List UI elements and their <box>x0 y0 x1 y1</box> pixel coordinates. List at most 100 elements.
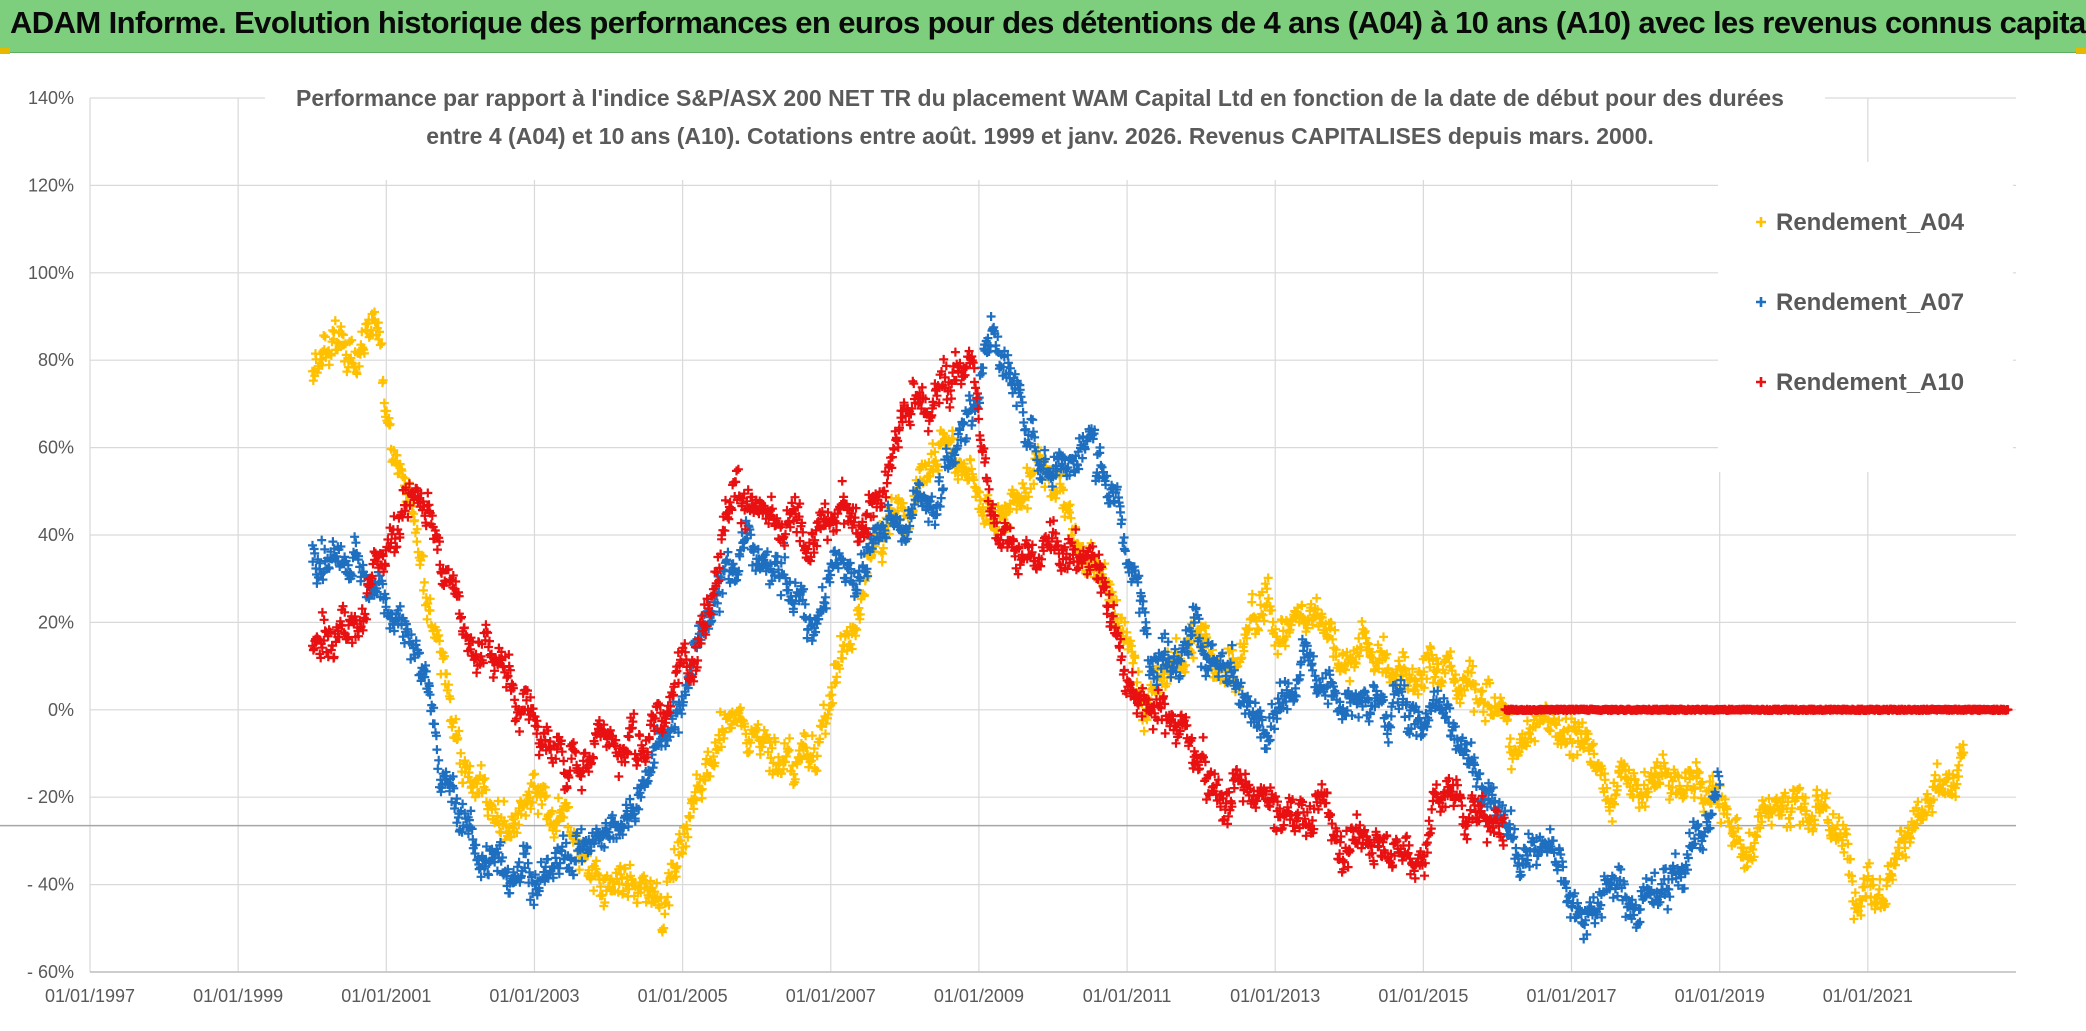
data-point <box>445 694 455 704</box>
data-point <box>1480 716 1490 726</box>
data-point <box>526 804 536 814</box>
data-point <box>377 339 387 348</box>
data-point <box>385 419 395 429</box>
data-point <box>354 361 364 371</box>
data-point <box>842 646 852 655</box>
data-point <box>697 784 707 794</box>
data-point <box>1477 686 1487 696</box>
data-point <box>663 892 673 902</box>
data-point <box>1122 627 1132 637</box>
data-point <box>419 577 429 587</box>
data-point <box>1659 758 1669 768</box>
data-point <box>425 606 435 616</box>
data-point <box>1580 735 1590 745</box>
data-point <box>1433 659 1443 669</box>
data-point <box>1317 613 1327 622</box>
data-point <box>682 824 692 834</box>
data-point <box>933 465 943 475</box>
data-point <box>1242 633 1252 643</box>
data-point <box>1373 640 1383 650</box>
data-point <box>512 828 522 838</box>
data-point <box>783 747 793 757</box>
data-point <box>1514 747 1524 757</box>
data-point <box>780 738 789 748</box>
data-point <box>1465 656 1475 666</box>
data-point <box>845 639 855 649</box>
data-point <box>375 327 384 337</box>
data-point <box>1162 679 1172 689</box>
data-point <box>1139 726 1149 736</box>
data-point <box>483 811 493 821</box>
data-point <box>1624 765 1634 775</box>
data-point <box>1471 679 1480 689</box>
data-point <box>1398 647 1408 657</box>
data-point <box>878 543 888 553</box>
data-point <box>1413 689 1423 699</box>
data-point <box>460 756 470 766</box>
data-point <box>1341 665 1351 675</box>
data-point <box>540 782 550 792</box>
data-point <box>533 809 543 819</box>
data-point <box>1422 674 1432 684</box>
data-point <box>1345 676 1355 686</box>
data-point <box>1382 649 1392 659</box>
data-point <box>1018 479 1028 488</box>
data-point <box>1610 799 1619 809</box>
data-point <box>338 330 348 340</box>
data-point <box>847 644 857 654</box>
data-point <box>1504 742 1514 752</box>
data-point <box>646 876 655 886</box>
data-point <box>614 879 624 889</box>
data-point <box>859 590 869 600</box>
data-point <box>425 594 435 604</box>
data-point <box>681 841 691 851</box>
data-point <box>516 809 526 819</box>
data-point <box>1264 594 1273 603</box>
data-point <box>456 748 466 758</box>
data-point <box>547 806 557 816</box>
data-point <box>683 832 693 842</box>
data-point <box>551 826 561 836</box>
data-point <box>1383 663 1393 673</box>
data-point <box>705 771 715 781</box>
data-point <box>639 871 649 881</box>
data-point <box>1619 759 1629 769</box>
data-point <box>1571 727 1581 737</box>
data-point <box>1188 653 1198 663</box>
data-point <box>1679 791 1689 801</box>
data-point <box>828 698 838 708</box>
data-point <box>975 487 984 497</box>
data-point <box>480 774 490 783</box>
data-point <box>1331 645 1341 655</box>
data-point <box>821 729 830 739</box>
performance-scatter-chart: 140%120%100%80%60%40%20%0%- 20%- 40%- 60… <box>0 54 2086 1031</box>
data-point <box>789 769 799 779</box>
data-point <box>971 492 981 502</box>
data-point <box>1705 777 1715 786</box>
data-point <box>1313 605 1322 614</box>
data-point <box>1354 651 1364 661</box>
data-point <box>672 861 682 871</box>
data-point <box>1065 508 1074 517</box>
data-point <box>1073 540 1083 550</box>
data-point <box>832 672 842 682</box>
data-point <box>691 795 701 805</box>
data-point <box>447 722 457 732</box>
data-point <box>453 733 463 743</box>
data-point <box>324 360 334 370</box>
data-point <box>491 804 500 814</box>
data-point <box>804 762 814 772</box>
data-point <box>1267 605 1277 615</box>
data-point <box>854 603 864 613</box>
data-point <box>1640 802 1650 812</box>
data-point <box>823 709 833 719</box>
data-point <box>1066 513 1076 523</box>
data-point <box>375 340 385 350</box>
data-point <box>563 822 573 832</box>
data-point <box>1716 818 1726 828</box>
data-point <box>366 325 376 335</box>
data-point <box>600 898 610 907</box>
data-point <box>770 737 780 747</box>
data-point <box>1058 485 1068 495</box>
data-point <box>308 376 318 386</box>
